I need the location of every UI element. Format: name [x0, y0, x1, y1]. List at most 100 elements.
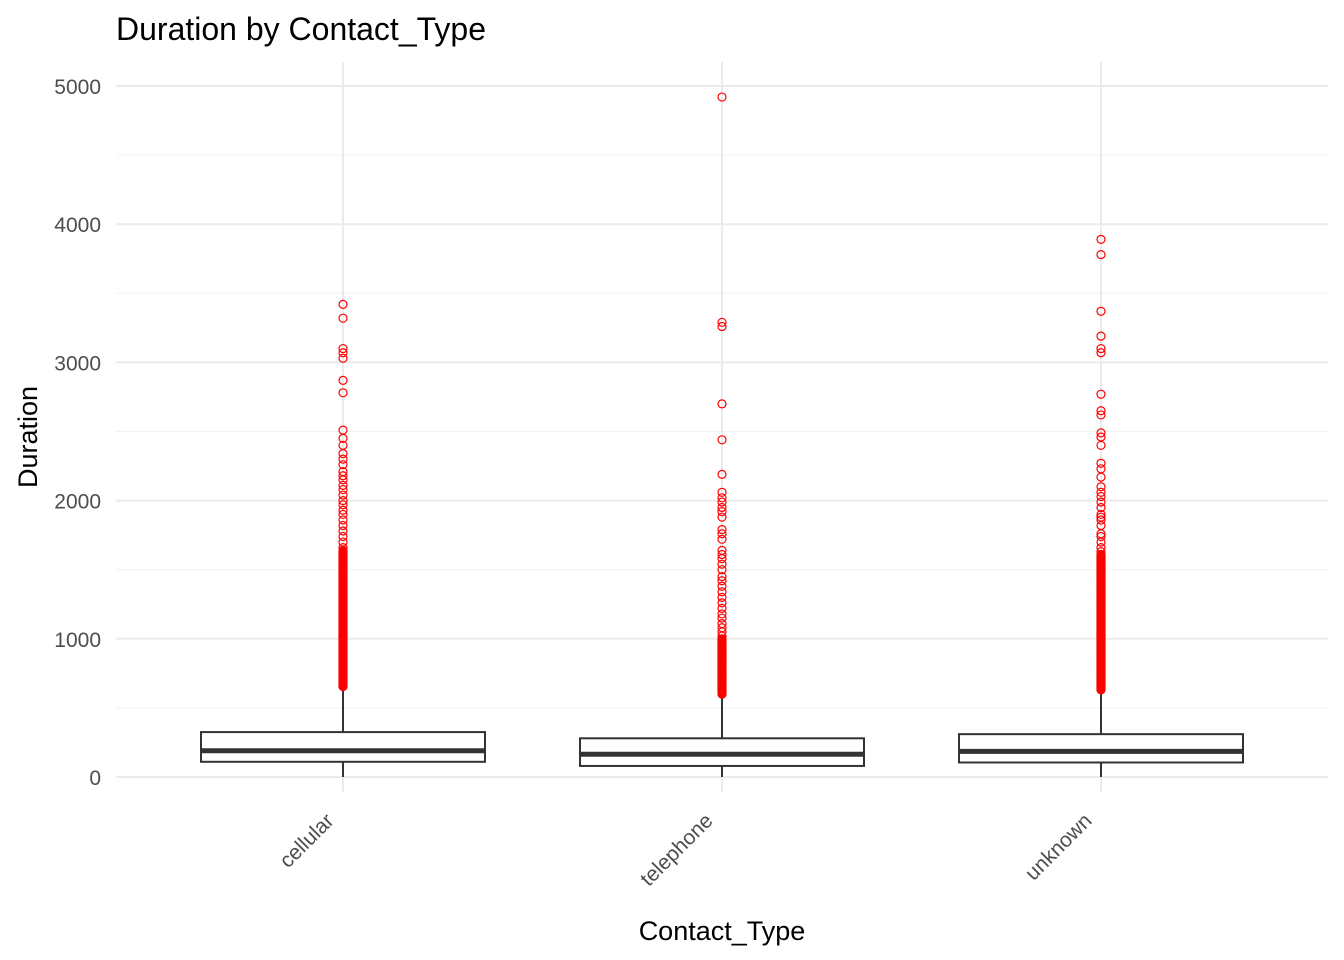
outlier-point: [717, 502, 727, 513]
y-tick-label: 0: [89, 767, 101, 790]
outlier-point: [1096, 531, 1106, 542]
outlier-point: [1096, 432, 1106, 442]
x-tick-label: unknown: [1021, 809, 1097, 885]
outlier-point: [338, 490, 348, 500]
outlier-point: [717, 507, 727, 517]
outlier-point: [338, 480, 348, 490]
y-tick-label: 5000: [54, 76, 101, 99]
outlier-point: [338, 471, 348, 481]
outlier-point: [717, 493, 727, 503]
outlier-point: [717, 634, 727, 644]
outlier-point: [717, 565, 727, 575]
outlier-point: [338, 496, 348, 506]
x-axis-title: Contact_Type: [639, 916, 806, 946]
outlier-point: [1096, 389, 1106, 399]
boxes: [200, 687, 1244, 777]
x-tick-label: telephone: [636, 809, 718, 891]
outlier-point: [1096, 250, 1106, 260]
outlier-point: [338, 509, 348, 520]
outlier-point: [1096, 306, 1106, 316]
y-tick-label: 4000: [54, 214, 101, 237]
y-tick-label: 1000: [54, 629, 101, 652]
outlier-point: [717, 317, 727, 327]
y-tick-label: 3000: [54, 352, 101, 375]
outlier-point: [338, 454, 348, 464]
outlier-point: [717, 435, 727, 445]
outlier-point: [1096, 406, 1106, 416]
outlier-point: [717, 609, 727, 619]
outlier-point: [338, 520, 348, 531]
outlier-point: [1096, 464, 1106, 474]
outlier-point: [717, 576, 727, 586]
y-axis-title: Duration: [13, 386, 43, 488]
outlier-point: [717, 529, 727, 539]
outlier-point: [1096, 497, 1106, 507]
outlier-point: [338, 388, 348, 398]
outlier-point: [1096, 512, 1106, 522]
outlier-point: [717, 92, 727, 102]
outlier-point: [338, 440, 348, 450]
y-axis-ticks: 0 1000 2000 3000 4000 5000: [54, 76, 101, 790]
outlier-point: [717, 618, 727, 629]
outlier-point: [1096, 549, 1106, 560]
chart-title: Duration by Contact_Type: [116, 11, 486, 47]
y-tick-label: 2000: [54, 491, 101, 514]
box-unknown: [958, 733, 1244, 764]
outlier-point: [338, 343, 348, 354]
outlier-point: [338, 515, 348, 525]
outlier-point: [1096, 542, 1106, 553]
outlier-point: [1096, 491, 1106, 502]
outlier-point: [338, 537, 348, 547]
x-tick-label: cellular: [275, 809, 338, 872]
outlier-point: [1096, 343, 1106, 354]
outlier-point: [1096, 509, 1106, 520]
outlier-point: [1096, 331, 1106, 341]
outlier-point: [717, 399, 727, 409]
outlier-point: [717, 549, 727, 560]
outlier-point: [338, 484, 348, 495]
outlier-point: [338, 425, 348, 435]
box-cellular: [200, 731, 486, 763]
outlier-point: [338, 526, 348, 536]
outlier-point: [338, 299, 348, 309]
outlier-point: [717, 603, 727, 613]
outlier-point: [717, 581, 727, 591]
outlier-point: [717, 598, 727, 608]
outlier-point: [338, 348, 348, 358]
outlier-point: [717, 534, 727, 544]
outlier-point: [717, 545, 727, 555]
outlier-point: [717, 525, 727, 535]
outlier-point: [717, 587, 727, 597]
outlier-point: [1096, 487, 1106, 497]
outlier-point: [717, 613, 727, 623]
outlier-point: [338, 460, 348, 470]
outlier-point: [717, 469, 727, 479]
outlier-point: [717, 559, 727, 569]
outlier-point: [338, 531, 348, 542]
outlier-point: [1096, 547, 1106, 557]
outlier-point: [338, 466, 348, 477]
outlier-point: [1096, 428, 1106, 438]
outlier-point: [717, 572, 727, 582]
outlier-point: [1096, 348, 1106, 358]
outlier-point: [1096, 482, 1106, 492]
outlier-point: [717, 487, 727, 497]
outlier-point: [1096, 502, 1106, 513]
outlier-point: [338, 500, 348, 510]
outlier-points: [338, 92, 1106, 699]
outlier-point: [338, 542, 348, 553]
outlier-point: [1096, 234, 1106, 245]
outlier-point: [717, 512, 727, 522]
outlier-point: [717, 321, 727, 332]
x-axis-ticks: cellular telephone unknown: [275, 809, 1096, 891]
outlier-point: [1096, 458, 1106, 468]
outlier-point: [717, 592, 727, 602]
outlier-point: [338, 353, 348, 363]
outlier-point: [338, 375, 348, 385]
outlier-point: [1096, 410, 1106, 420]
outlier-point: [717, 497, 727, 507]
outlier-point: [717, 623, 727, 633]
outlier-point: [338, 505, 348, 515]
outlier-point: [1096, 515, 1106, 525]
